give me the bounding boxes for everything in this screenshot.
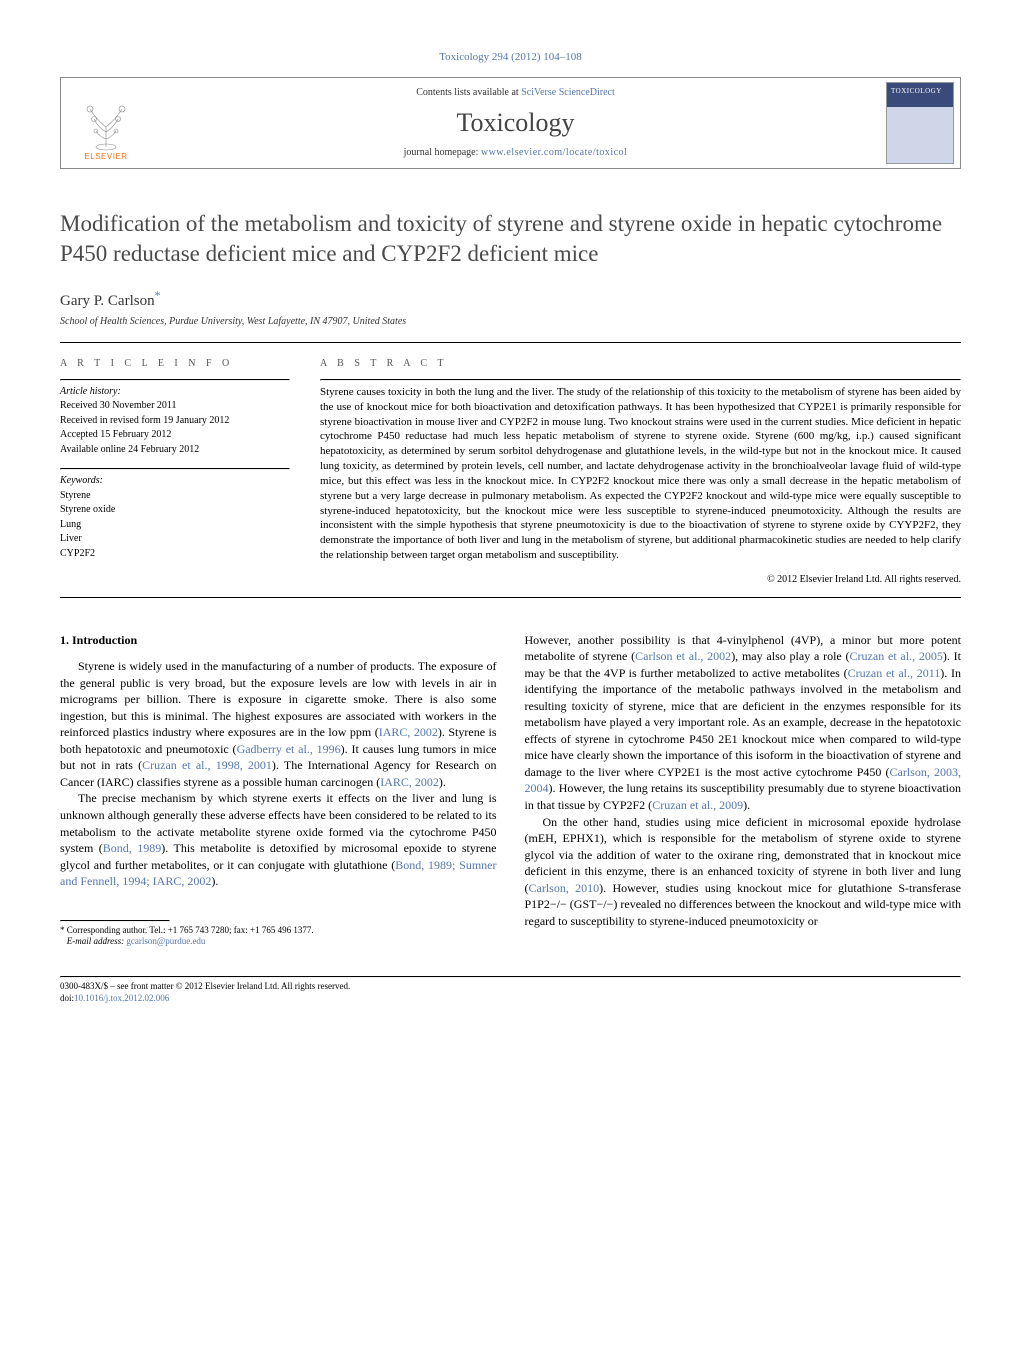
abstract-rule	[320, 379, 961, 381]
header-citation: Toxicology 294 (2012) 104–108	[60, 50, 961, 65]
article-info-block: A R T I C L E I N F O Article history: R…	[60, 351, 290, 586]
info-rule-1	[60, 379, 290, 381]
history-item: Available online 24 February 2012	[60, 443, 290, 457]
history-item: Received in revised form 19 January 2012	[60, 414, 290, 428]
journal-homepage-link[interactable]: www.elsevier.com/locate/toxicol	[481, 147, 627, 158]
section-heading: 1. Introduction	[60, 632, 497, 649]
contents-available-line: Contents lists available at SciVerse Sci…	[416, 86, 615, 100]
journal-name: Toxicology	[456, 105, 574, 140]
divider-mid	[60, 597, 961, 598]
history-label: Article history:	[60, 385, 290, 399]
email-label: E-mail address:	[67, 936, 124, 946]
body-columns: 1. Introduction Styrene is widely used i…	[60, 632, 961, 949]
doi-line: doi:10.1016/j.tox.2012.02.006	[60, 993, 961, 1005]
info-abstract-row: A R T I C L E I N F O Article history: R…	[60, 351, 961, 586]
contents-prefix: Contents lists available at	[416, 87, 521, 98]
footnote-rule	[60, 920, 170, 922]
keyword-item: Liver	[60, 532, 290, 546]
keyword-item: CYP2F2	[60, 547, 290, 561]
header-center: Contents lists available at SciVerse Sci…	[151, 78, 880, 168]
cover-title: TOXICOLOGY	[891, 87, 942, 96]
body-paragraph: The precise mechanism by which styrene e…	[60, 790, 497, 889]
elsevier-tree-icon: ELSEVIER	[71, 83, 141, 163]
homepage-prefix: journal homepage:	[404, 147, 481, 158]
article-title: Modification of the metabolism and toxic…	[60, 209, 961, 269]
publisher-label: ELSEVIER	[84, 152, 127, 163]
history-item: Accepted 15 February 2012	[60, 428, 290, 442]
abstract-label: A B S T R A C T	[320, 351, 961, 371]
keywords-label: Keywords:	[60, 474, 290, 488]
divider-top	[60, 342, 961, 343]
abstract-block: A B S T R A C T Styrene causes toxicity …	[320, 351, 961, 586]
doi-link[interactable]: 10.1016/j.tox.2012.02.006	[74, 993, 169, 1003]
keyword-item: Styrene oxide	[60, 503, 290, 517]
journal-header-box: ELSEVIER Contents lists available at Sci…	[60, 77, 961, 169]
corresponding-mark: *	[155, 288, 161, 302]
article-info-label: A R T I C L E I N F O	[60, 351, 290, 371]
abstract-copyright: © 2012 Elsevier Ireland Ltd. All rights …	[320, 573, 961, 587]
body-column-left: 1. Introduction Styrene is widely used i…	[60, 632, 497, 949]
author-line: Gary P. Carlson*	[60, 287, 961, 311]
bottom-info-block: 0300-483X/$ – see front matter © 2012 El…	[60, 981, 961, 1004]
issn-line: 0300-483X/$ – see front matter © 2012 El…	[60, 981, 961, 993]
body-paragraph: On the other hand, studies using mice de…	[525, 814, 962, 930]
corr-text: Corresponding author. Tel.: +1 765 743 7…	[67, 925, 314, 935]
corresponding-author-footnote: * Corresponding author. Tel.: +1 765 743…	[60, 925, 497, 948]
body-column-right: However, another possibility is that 4-v…	[525, 632, 962, 949]
page-container: Toxicology 294 (2012) 104–108 ELSEVIER	[0, 0, 1021, 1054]
keyword-item: Styrene	[60, 489, 290, 503]
doi-label: doi:	[60, 993, 74, 1003]
history-item: Received 30 November 2011	[60, 399, 290, 413]
keyword-item: Lung	[60, 518, 290, 532]
keywords-block: Keywords: Styrene Styrene oxide Lung Liv…	[60, 468, 290, 560]
author-name: Gary P. Carlson	[60, 293, 155, 309]
journal-cover-thumb: TOXICOLOGY	[880, 78, 960, 168]
author-email-link[interactable]: gcarlson@purdue.edu	[126, 936, 205, 946]
author-affiliation: School of Health Sciences, Purdue Univer…	[60, 315, 961, 329]
journal-homepage-line: journal homepage: www.elsevier.com/locat…	[404, 146, 628, 160]
body-paragraph: Styrene is widely used in the manufactur…	[60, 658, 497, 790]
corr-star: *	[60, 925, 67, 935]
info-rule-2	[60, 468, 290, 470]
sciencedirect-link[interactable]: SciVerse ScienceDirect	[521, 87, 615, 98]
publisher-logo-block: ELSEVIER	[61, 78, 151, 168]
bottom-rule	[60, 976, 961, 978]
body-paragraph: However, another possibility is that 4-v…	[525, 632, 962, 814]
abstract-text: Styrene causes toxicity in both the lung…	[320, 385, 961, 563]
cover-thumb-icon: TOXICOLOGY	[886, 82, 954, 164]
